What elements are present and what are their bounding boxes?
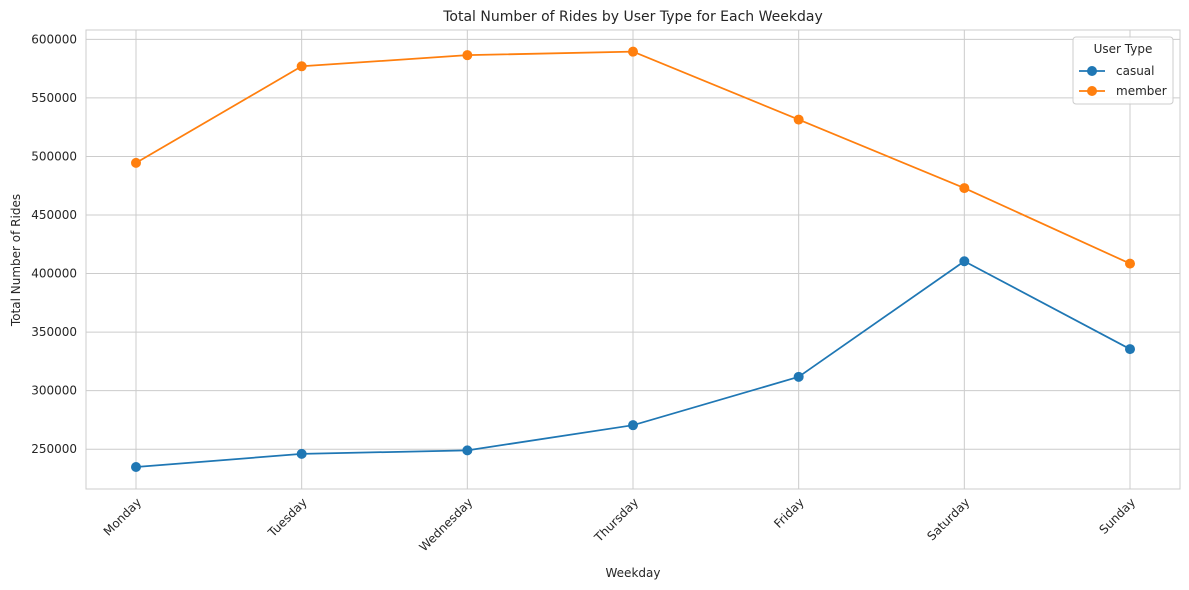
y-tick-label: 600000 bbox=[31, 32, 77, 46]
legend: User Type casual member bbox=[1072, 36, 1174, 105]
chart-title: Total Number of Rides by User Type for E… bbox=[442, 9, 822, 25]
y-tick-label: 300000 bbox=[31, 384, 77, 398]
data-point-casual bbox=[628, 420, 638, 431]
legend-marker-member bbox=[1087, 86, 1097, 96]
data-point-member bbox=[628, 46, 638, 57]
legend-marker-casual bbox=[1087, 66, 1097, 76]
data-point-member bbox=[462, 50, 473, 61]
data-point-member bbox=[793, 114, 804, 125]
series-member bbox=[131, 46, 1135, 269]
y-tick-label: 550000 bbox=[31, 91, 77, 105]
y-tick-label: 350000 bbox=[31, 325, 77, 339]
y-tick-label: 500000 bbox=[31, 149, 77, 163]
series-casual bbox=[131, 256, 1135, 472]
legend-entries: casual member bbox=[1079, 64, 1167, 98]
data-point-casual bbox=[296, 448, 307, 459]
data-point-member bbox=[296, 61, 307, 72]
legend-title: User Type bbox=[1094, 42, 1153, 56]
y-tick-label: 400000 bbox=[31, 267, 77, 281]
y-tick-label: 450000 bbox=[31, 208, 77, 222]
data-point-casual bbox=[793, 371, 804, 382]
data-point-member bbox=[131, 157, 141, 168]
legend-label-member: member bbox=[1116, 84, 1167, 98]
legend-entry-member: member bbox=[1079, 84, 1167, 98]
y-tick-label: 250000 bbox=[31, 442, 77, 456]
data-point-member bbox=[1125, 258, 1135, 269]
data-point-casual bbox=[1125, 344, 1135, 355]
legend-box bbox=[1072, 36, 1174, 105]
series-layer bbox=[131, 46, 1135, 472]
data-point-casual bbox=[462, 445, 473, 456]
y-tick-labels: 250000 300000 350000 400000 450000 500000 5500… bbox=[31, 32, 77, 456]
legend-label-casual: casual bbox=[1116, 64, 1155, 78]
x-axis-title: Weekday bbox=[606, 566, 661, 580]
data-point-casual bbox=[959, 256, 970, 267]
data-point-casual bbox=[131, 461, 141, 472]
y-axis-title: Total Number of Rides bbox=[9, 194, 23, 327]
legend-entry-casual: casual bbox=[1079, 64, 1155, 78]
data-point-member bbox=[959, 183, 970, 194]
